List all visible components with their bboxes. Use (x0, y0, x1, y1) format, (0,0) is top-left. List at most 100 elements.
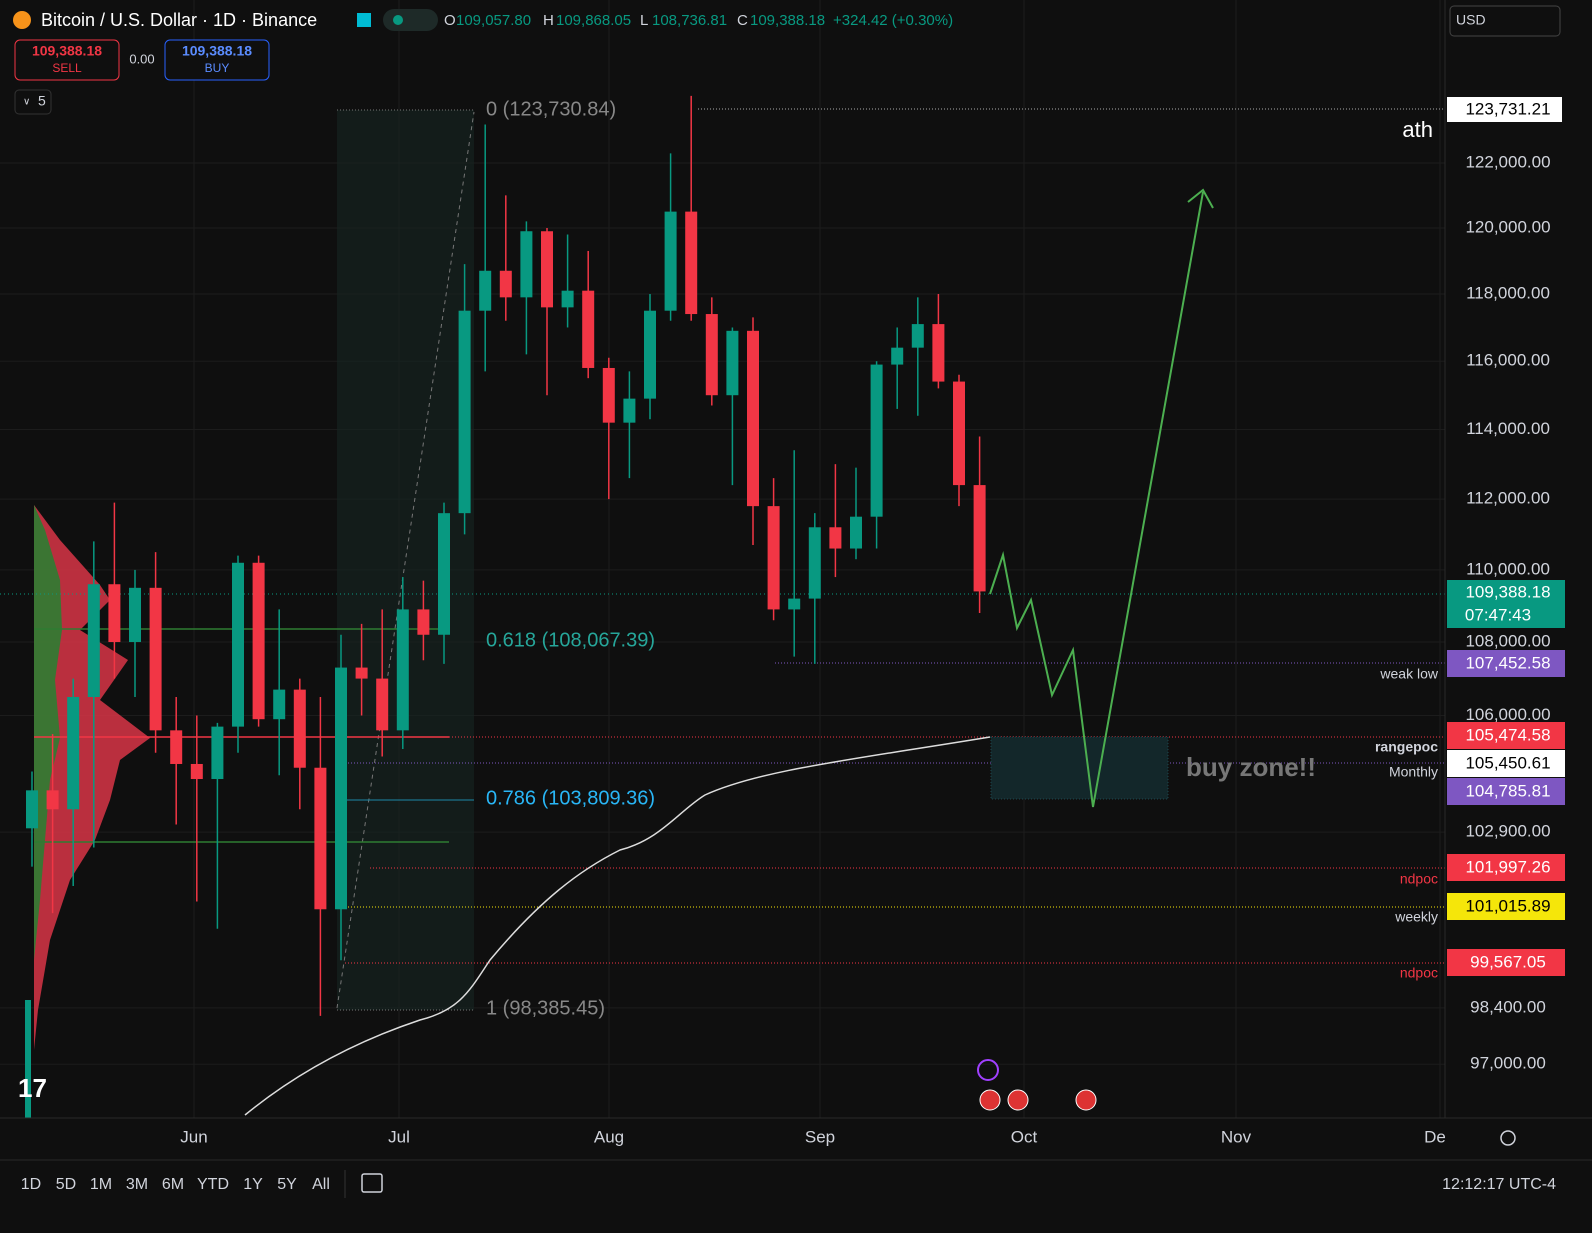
candle-body (602, 367, 615, 423)
symbol[interactable]: Bitcoin / U.S. Dollar · 1D · Binance (41, 10, 317, 30)
event-icon[interactable] (977, 1059, 999, 1081)
price-tag-text: 107,452.58 (1465, 653, 1550, 672)
candle-body (726, 330, 739, 396)
candle-body (314, 767, 327, 910)
candle-body (664, 211, 677, 311)
candle-body (788, 598, 801, 610)
projection-path (989, 191, 1204, 808)
y-tick-label: 112,000.00 (1466, 489, 1550, 508)
logo: 17 (18, 1073, 47, 1103)
candle-body (541, 231, 553, 308)
candle-body (108, 584, 121, 643)
candle-body (293, 689, 306, 768)
candle-body (850, 516, 862, 549)
range-button[interactable]: 1Y (243, 1176, 263, 1193)
x-tick-label: Aug (594, 1127, 624, 1146)
settings-button[interactable] (1500, 1130, 1516, 1146)
range-button[interactable]: 1D (21, 1176, 41, 1193)
price-tag (1447, 722, 1565, 749)
fib-trend (336, 111, 475, 1009)
y-tick-label: 114,000.00 (1466, 419, 1550, 438)
y-tick-label: 120,000.00 (1465, 217, 1550, 236)
range-button[interactable]: 6M (162, 1176, 184, 1193)
range-button[interactable]: 3M (126, 1176, 148, 1193)
candle-body (953, 381, 965, 486)
price-tag-text: 101,997.26 (1465, 857, 1550, 876)
event-icon[interactable] (979, 1089, 1001, 1111)
vwap-line (244, 736, 991, 1116)
x-tick-label: De (1424, 1127, 1446, 1146)
annotation: ath (1402, 117, 1433, 142)
price-tag (1447, 580, 1565, 628)
y-tick-label: 97,000.00 (1470, 1054, 1546, 1073)
ohlc-label: C (737, 12, 748, 29)
buy-button[interactable] (164, 39, 270, 81)
candle-body (232, 562, 244, 727)
price-tag-text: 105,450.61 (1465, 753, 1550, 772)
sell-price: 109,388.18 (32, 43, 102, 59)
x-tick-label: Oct (1011, 1127, 1038, 1146)
price-tag-text: 99,567.05 (1470, 952, 1546, 971)
ohlc-value: 109,057.80 (456, 12, 531, 29)
ohlc-label: H (543, 12, 554, 29)
candle-body (273, 689, 286, 720)
price-tag (1447, 97, 1562, 122)
buy-label: BUY (205, 61, 230, 75)
candle-body (499, 270, 512, 298)
fib-label: 0.618 (108,067.39) (486, 629, 655, 651)
clock: 12:12:17 UTC-4 (1442, 1176, 1556, 1193)
date-range-button[interactable] (361, 1173, 383, 1193)
currency: USD (1456, 12, 1486, 28)
candle-body (190, 763, 203, 780)
countdown: 07:47:43 (1465, 605, 1531, 624)
ohlc-label: L (640, 12, 648, 29)
annotation: rangepoc (1375, 739, 1438, 755)
candle-body (129, 587, 141, 643)
sell-button[interactable] (14, 39, 120, 81)
candle-body (417, 609, 430, 635)
fib-label: 0 (123,730.84) (486, 98, 616, 120)
range-button[interactable]: 1M (90, 1176, 112, 1193)
projection-arrow (1187, 188, 1214, 209)
range-button[interactable]: All (312, 1176, 330, 1193)
buy-zone-box (990, 736, 1169, 800)
candle-body (911, 324, 924, 348)
price-tag-text: 101,015.89 (1465, 896, 1550, 915)
buy-price: 109,388.18 (182, 43, 252, 59)
price-tag (1447, 893, 1565, 920)
chevron: ∨ (23, 97, 30, 108)
y-ticks: 122,000.00 120,000.00 118,000.00 116,000.00… (1465, 152, 1550, 1072)
annotation: buy zone!! (1186, 752, 1316, 782)
ohlc-label: O (444, 12, 456, 29)
range-button[interactable]: YTD (197, 1176, 229, 1193)
event-icon[interactable] (1075, 1089, 1097, 1111)
x-tick-label: Jul (388, 1127, 410, 1146)
volume-profile (34, 505, 62, 960)
price-tag (1447, 778, 1565, 805)
candle-body (479, 270, 492, 311)
y-tick-label: 116,000.00 (1466, 351, 1550, 370)
candle-body (355, 667, 368, 679)
status-pill[interactable] (383, 9, 438, 31)
indicators-toggle[interactable] (14, 89, 52, 115)
volume-profile (34, 505, 150, 1050)
candle-body (705, 314, 718, 396)
candle-body (335, 667, 347, 910)
event-icon[interactable] (1007, 1089, 1029, 1111)
price-tag-text: 105,474.58 (1465, 725, 1550, 744)
candle-body (26, 790, 38, 829)
candle-body (582, 290, 595, 368)
flag-icon[interactable] (357, 13, 371, 27)
candle-body (767, 506, 780, 610)
y-tick-label: 110,000.00 (1466, 559, 1550, 578)
annotation: weak low (1379, 666, 1438, 682)
range-button[interactable]: 5D (56, 1176, 76, 1193)
candle-body (46, 790, 59, 810)
candle-body (891, 347, 904, 365)
currency-select[interactable] (1449, 5, 1561, 37)
x-tick-label: Jun (180, 1127, 207, 1146)
candles (26, 95, 986, 1016)
range-buttons: 1D 5D 1M 3M 6M YTD 1Y 5Y All (21, 1176, 330, 1193)
range-button[interactable]: 5Y (277, 1176, 297, 1193)
